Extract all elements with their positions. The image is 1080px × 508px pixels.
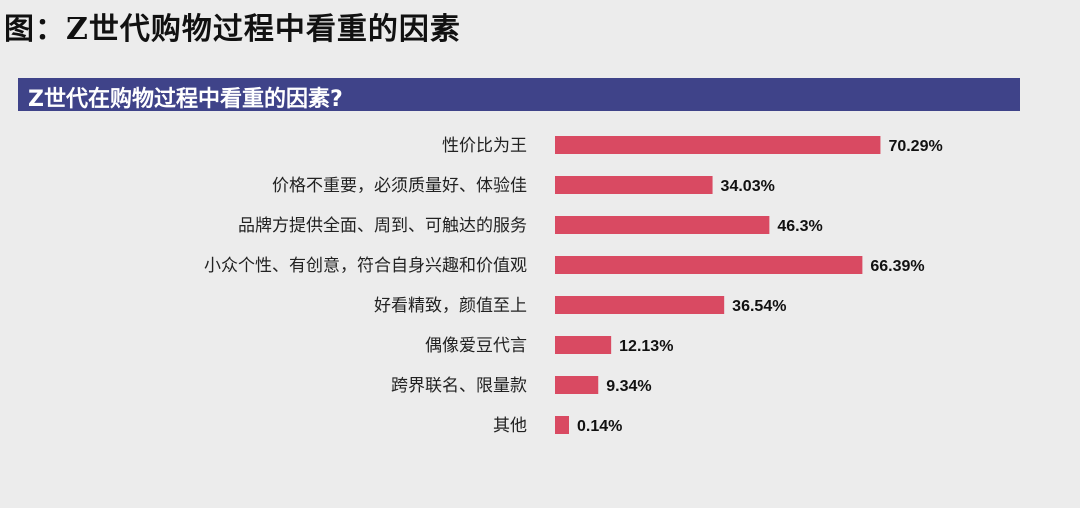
bar bbox=[555, 256, 863, 274]
category-label: 性价比为王 bbox=[442, 136, 527, 156]
value-label: 0.14% bbox=[577, 418, 622, 435]
category-label: 价格不重要，必须质量好、体验佳 bbox=[272, 176, 527, 196]
bar bbox=[555, 336, 612, 354]
bar bbox=[555, 136, 881, 154]
bar bbox=[555, 176, 713, 194]
bar bbox=[555, 376, 599, 394]
category-label: 品牌方提供全面、周到、可触达的服务 bbox=[238, 216, 527, 236]
category-label: 其他 bbox=[493, 416, 527, 436]
chart-title-bar: Z世代在购物过程中看重的因素? bbox=[18, 78, 1020, 112]
category-label: 偶像爱豆代言 bbox=[425, 336, 527, 356]
chart-title: Z世代在购物过程中看重的因素? bbox=[28, 87, 343, 112]
value-label: 36.54% bbox=[732, 298, 786, 315]
value-label: 66.39% bbox=[870, 258, 924, 275]
category-label: 跨界联名、限量款 bbox=[391, 376, 527, 396]
value-label: 9.34% bbox=[606, 378, 651, 395]
value-label: 34.03% bbox=[721, 178, 775, 195]
category-label: 小众个性、有创意，符合自身兴趣和价值观 bbox=[204, 256, 527, 276]
value-label: 12.13% bbox=[619, 338, 673, 355]
category-label: 好看精致，颜值至上 bbox=[374, 296, 527, 316]
value-label: 70.29% bbox=[888, 138, 942, 155]
bars-layer: 性价比为王 70.29% 价格不重要，必须质量好、体验佳 34.03% 品牌方提供全面、… bbox=[204, 136, 943, 436]
value-label: 46.3% bbox=[777, 218, 822, 235]
bar bbox=[555, 216, 770, 234]
bar bbox=[555, 296, 725, 314]
figure-caption: 图：Z世代购物过程中看重的因素 bbox=[4, 12, 461, 47]
bar bbox=[555, 416, 569, 434]
